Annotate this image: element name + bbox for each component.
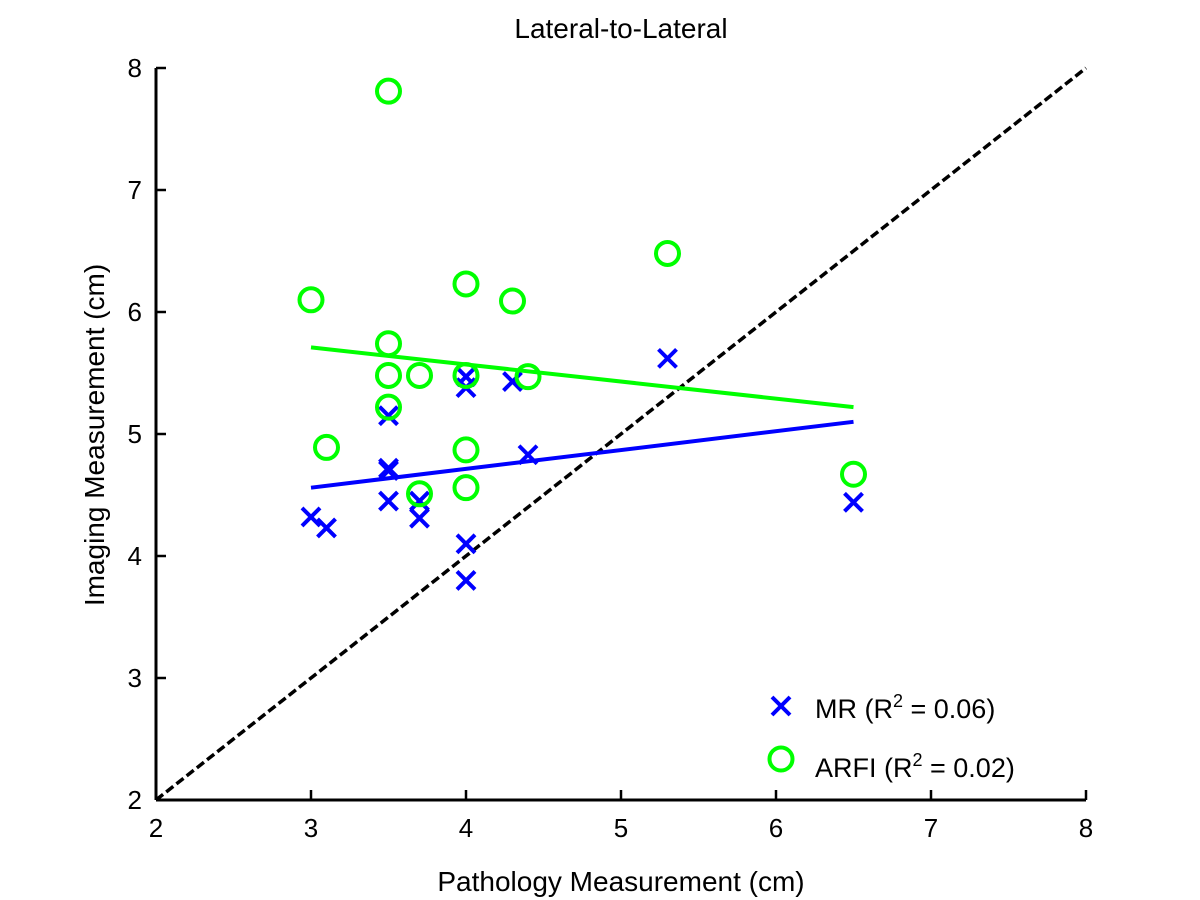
mr-point xyxy=(409,490,430,512)
arfi-point xyxy=(313,433,340,461)
y-tick-label: 3 xyxy=(128,663,142,693)
mr-point xyxy=(455,366,477,388)
arfi-point xyxy=(452,361,480,389)
arfi-point xyxy=(452,474,480,502)
y-tick-label: 6 xyxy=(128,297,142,327)
mr-point xyxy=(843,491,864,513)
y-axis-title: Imaging Measurement (cm) xyxy=(79,264,110,606)
x-tick-label: 8 xyxy=(1079,813,1093,843)
arfi-point xyxy=(452,270,480,298)
y-tick-label: 7 xyxy=(128,175,142,205)
arfi-point xyxy=(297,286,325,314)
mr-point xyxy=(455,533,477,555)
arfi-point xyxy=(406,480,433,508)
mr-point xyxy=(378,457,399,479)
legend: MR (R2 = 0.06) ARFI (R2 = 0.02) xyxy=(767,691,1015,783)
y-tick-label: 2 xyxy=(128,785,142,815)
x-tick-label: 4 xyxy=(459,813,473,843)
arfi-point xyxy=(654,239,681,267)
mr-point xyxy=(300,506,322,528)
arfi-fit-line xyxy=(310,345,854,410)
y-tick-label: 8 xyxy=(128,53,142,83)
x-tick-label: 2 xyxy=(149,813,163,843)
arfi-point xyxy=(452,436,480,464)
arfi-point xyxy=(375,361,402,389)
x-tick-label: 7 xyxy=(924,813,938,843)
arfi-point xyxy=(406,361,433,389)
x-tick-label: 3 xyxy=(304,813,318,843)
arfi-point xyxy=(375,77,402,105)
legend-arfi-marker xyxy=(767,745,795,773)
mr-fit-line xyxy=(310,419,854,490)
arfi-point xyxy=(840,460,867,488)
mr-point xyxy=(378,405,399,427)
mr-point xyxy=(455,569,477,591)
y-tick-label: 5 xyxy=(128,419,142,449)
identity-line xyxy=(154,66,1088,802)
x-axis-title: Pathology Measurement (cm) xyxy=(437,866,804,897)
legend-mr-label: MR (R2 = 0.06) xyxy=(815,691,995,724)
mr-point xyxy=(378,490,399,512)
legend-arfi-label: ARFI (R2 = 0.02) xyxy=(815,750,1015,783)
y-tick-label: 4 xyxy=(128,541,142,571)
mr-point xyxy=(316,517,337,539)
legend-mr-marker xyxy=(770,695,792,717)
chart-title: Lateral-to-Lateral xyxy=(514,13,727,44)
mr-point xyxy=(517,444,539,466)
arfi-point xyxy=(375,393,402,421)
axes: 2 3 4 5 6 7 8 2 3 4 5 6 7 8 xyxy=(128,53,1094,843)
x-tick-label: 6 xyxy=(769,813,783,843)
arfi-point xyxy=(499,287,526,315)
arfi-point xyxy=(514,363,542,391)
mr-point xyxy=(657,347,678,369)
plot-area xyxy=(154,66,1088,802)
x-tick-label: 5 xyxy=(614,813,628,843)
arfi-point xyxy=(375,330,402,358)
mr-point xyxy=(409,507,430,529)
